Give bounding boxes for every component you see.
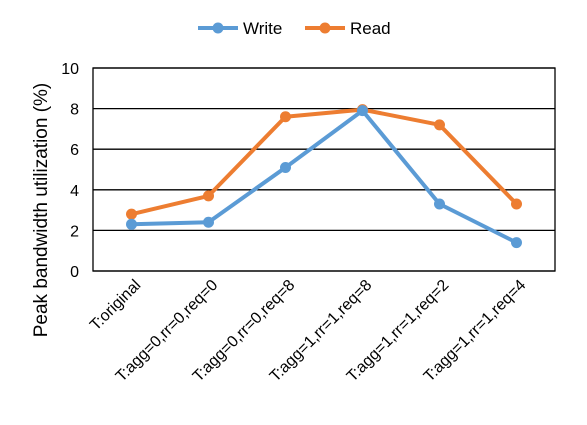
data-point-read (511, 198, 522, 210)
series-line-read (129, 107, 519, 217)
data-point-read (126, 208, 137, 220)
series-line-write (129, 108, 519, 245)
y-tick-label: 10 (61, 61, 79, 78)
data-point-write (280, 161, 291, 173)
y-axis-label: Peak bandwidth utilization (%) (31, 83, 52, 338)
legend-marker-write (212, 22, 224, 34)
y-tick-label: 4 (70, 183, 79, 200)
legend: Write Read (198, 19, 391, 38)
x-tick-label: T:original (87, 277, 144, 334)
data-point-write (511, 237, 522, 249)
series-read (126, 104, 522, 220)
y-tick-label: 8 (70, 102, 79, 119)
series-write (126, 105, 522, 249)
legend-item-read: Read (305, 19, 391, 38)
legend-item-write: Write (198, 19, 282, 38)
plot-area (92, 67, 556, 272)
data-point-read (203, 190, 214, 202)
data-point-write (357, 105, 368, 117)
data-point-write (434, 198, 445, 210)
legend-label-read: Read (350, 19, 391, 38)
legend-label-write: Write (243, 19, 282, 38)
y-tick-label: 6 (70, 142, 79, 159)
y-tick-label: 0 (70, 264, 79, 281)
legend-marker-read (319, 22, 331, 34)
y-tick-label: 2 (70, 223, 79, 240)
data-point-write (126, 218, 137, 230)
y-axis: 0 2 4 6 8 10 (61, 61, 79, 281)
x-axis: T:originalT:agg=0,rr=0,req=0T:agg=0,rr=0… (87, 277, 529, 386)
series-lines (126, 104, 522, 249)
data-point-read (434, 119, 445, 131)
data-point-read (280, 111, 291, 123)
data-point-write (203, 216, 214, 228)
